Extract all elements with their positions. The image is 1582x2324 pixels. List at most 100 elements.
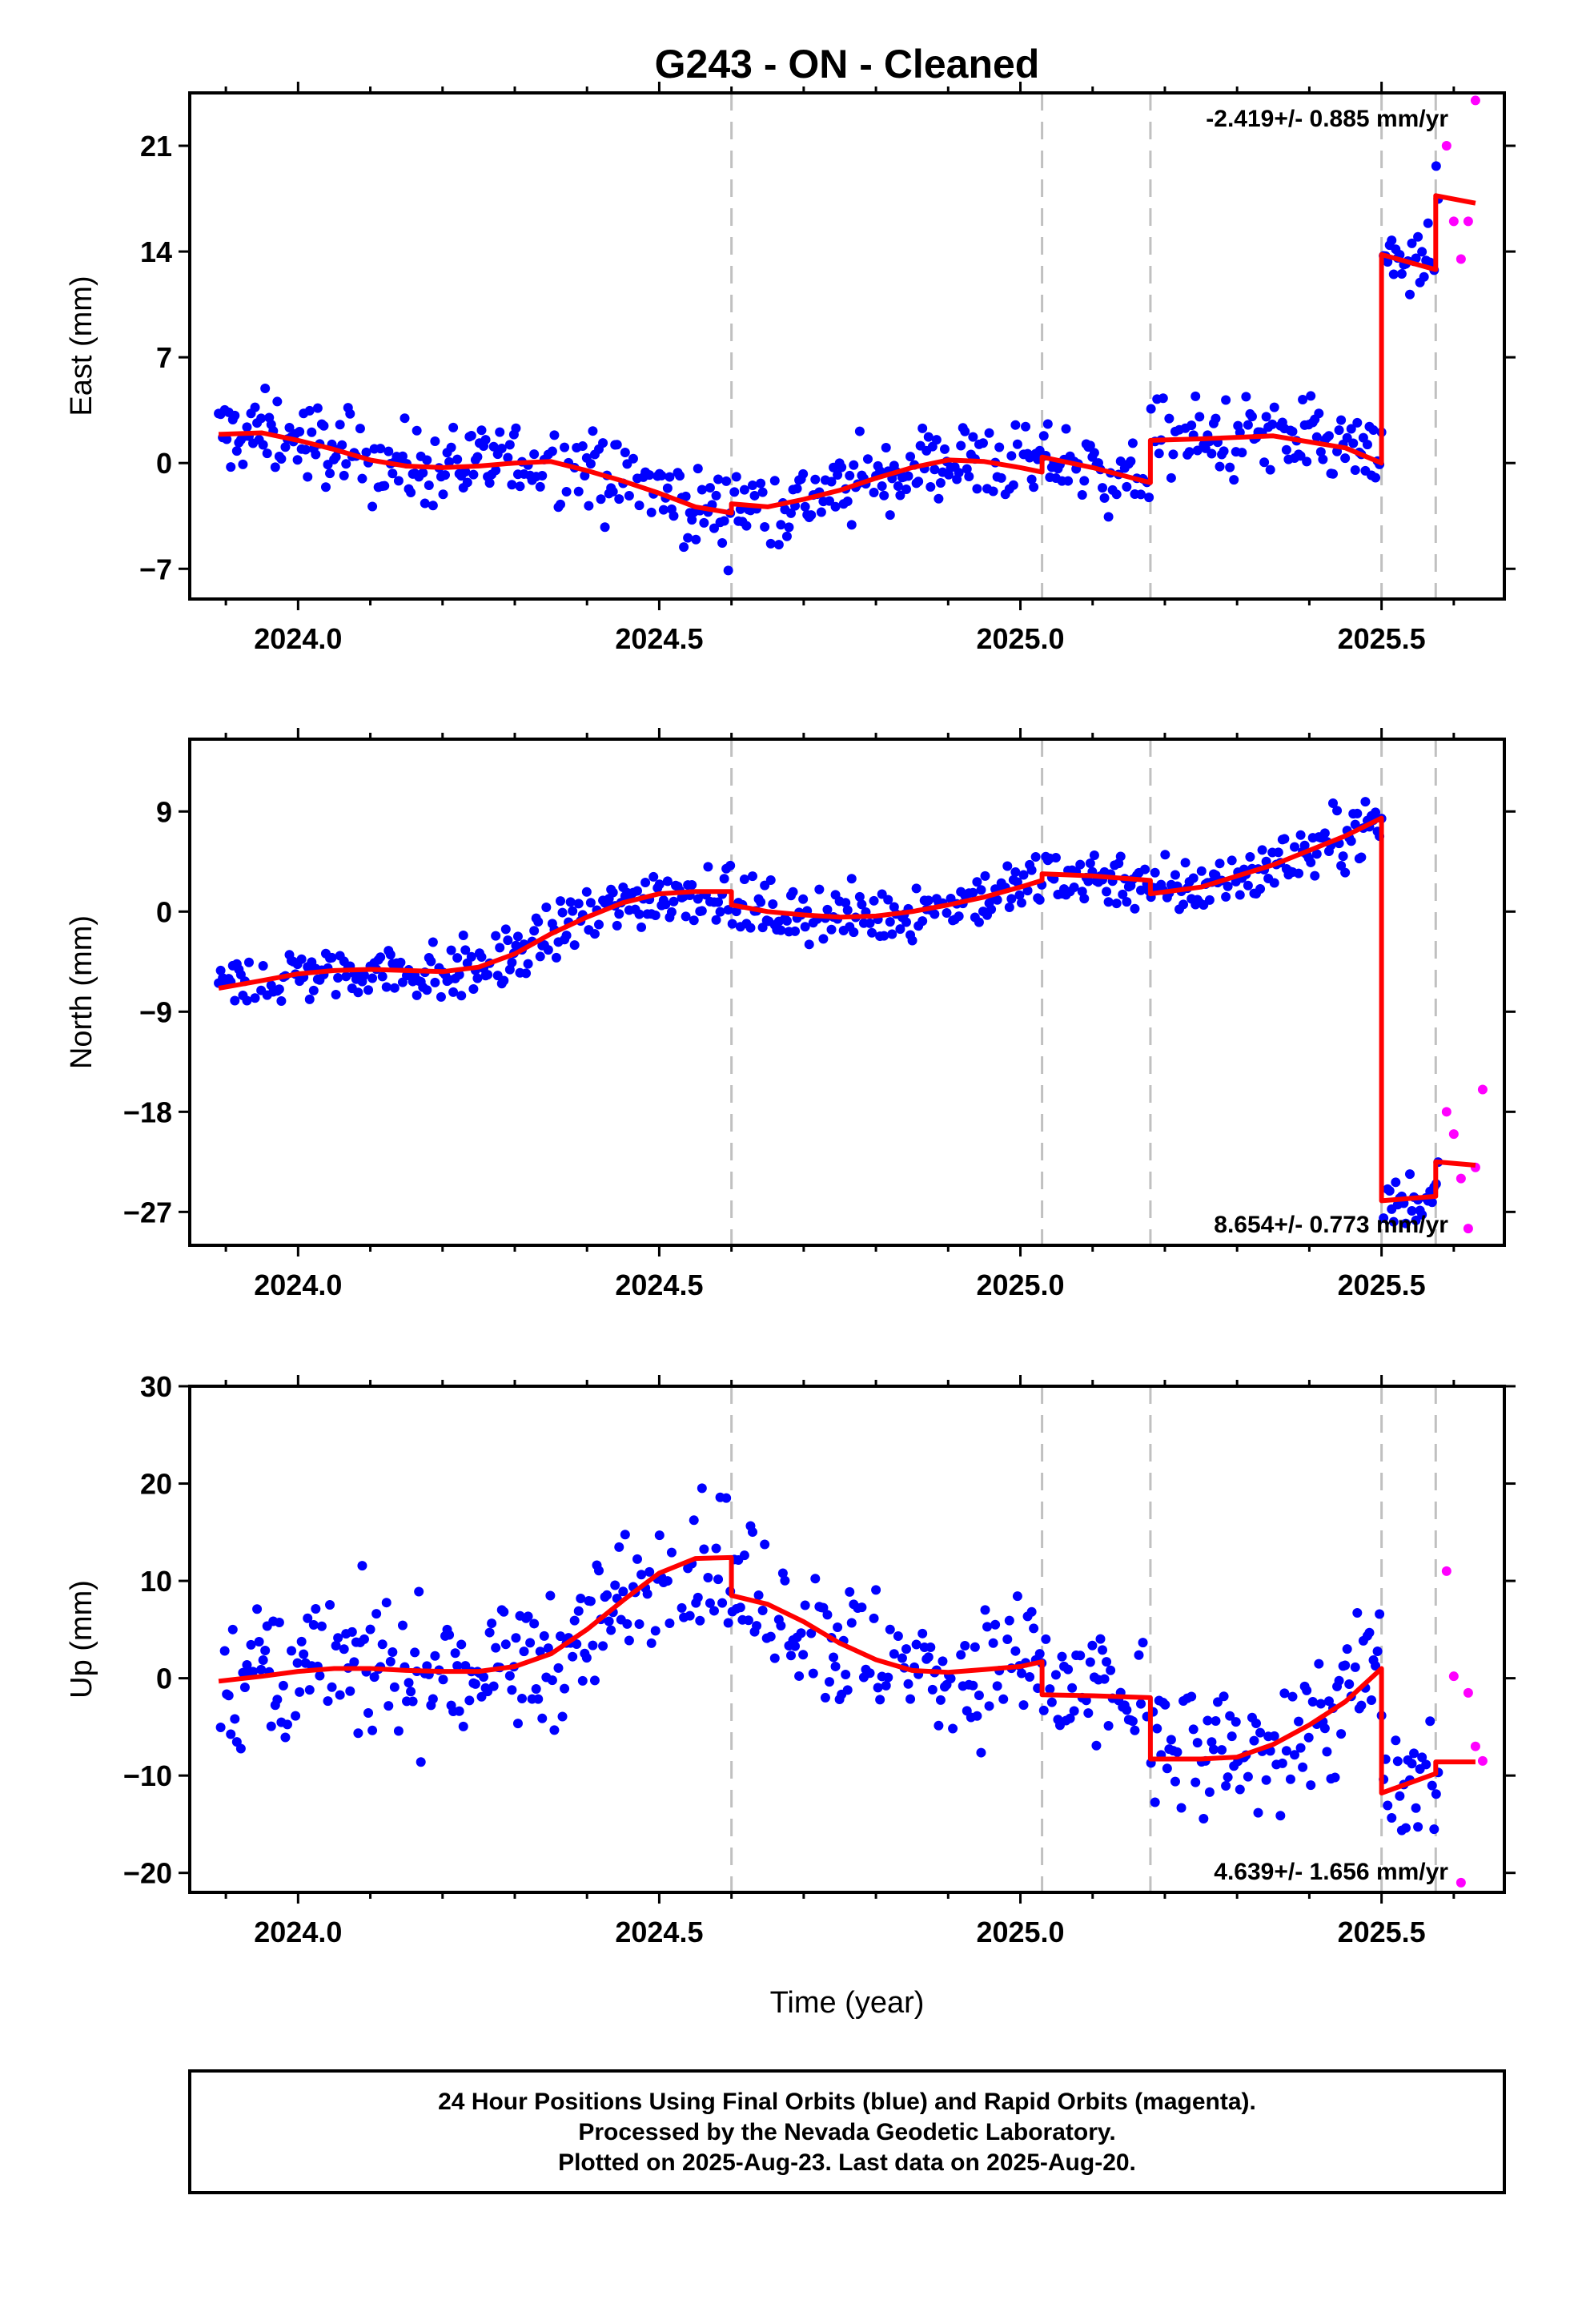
up-final-point — [1172, 1747, 1182, 1757]
east-final-point — [729, 487, 740, 497]
up-x-tick-label: 2024.5 — [615, 1916, 703, 1948]
up-final-point — [798, 1650, 809, 1660]
footer-line-2: Processed by the Nevada Geodetic Laborat… — [578, 2119, 1115, 2145]
up-final-point — [1186, 1691, 1197, 1702]
east-final-point — [845, 470, 855, 480]
up-final-point — [1344, 1679, 1355, 1689]
up-rapid-point — [1470, 1741, 1480, 1751]
up-final-points — [215, 1483, 1443, 1835]
east-frame — [188, 91, 1506, 601]
east-final-point — [1103, 512, 1114, 522]
up-final-point — [703, 1572, 713, 1582]
east-final-point — [675, 471, 685, 481]
up-final-point — [517, 1693, 528, 1703]
north-final-point — [980, 870, 990, 881]
east-final-point — [446, 442, 456, 452]
east-final-point — [549, 430, 560, 440]
up-final-point — [230, 1714, 240, 1724]
up-final-point — [1275, 1811, 1286, 1821]
panels: −7 0 7 14 21 2024.0 2024.5 2025.0 2025.5 East (mm… — [65, 82, 1516, 1948]
up-final-point — [946, 1674, 956, 1684]
up-final-point — [572, 1638, 582, 1649]
x-axis-label: Time (year) — [770, 1986, 925, 2020]
up-final-point — [573, 1606, 584, 1616]
up-final-point — [1221, 1780, 1231, 1791]
up-final-point — [456, 1639, 467, 1650]
up-final-point — [1025, 1671, 1035, 1682]
north-final-point — [1050, 852, 1061, 862]
north-final-point — [243, 957, 254, 967]
up-final-point — [1330, 1772, 1340, 1783]
east-final-point — [656, 470, 667, 480]
east-final-point — [480, 435, 491, 445]
east-final-point — [361, 447, 371, 457]
east-final-point — [258, 440, 268, 450]
east-final-point — [1225, 462, 1235, 472]
up-final-point — [1217, 1745, 1227, 1755]
up-final-point — [885, 1624, 895, 1634]
up-final-point — [1306, 1780, 1316, 1791]
north-final-point — [1170, 870, 1180, 880]
east-final-point — [1063, 476, 1074, 486]
up-final-point — [1392, 1756, 1403, 1767]
north-final-point — [842, 905, 853, 915]
north-final-point — [1279, 834, 1290, 844]
north-final-point — [327, 952, 337, 963]
east-final-point — [311, 449, 321, 460]
north-final-point — [911, 883, 921, 894]
east-final-point — [1038, 431, 1049, 441]
east-final-point — [608, 486, 618, 497]
east-final-point — [584, 501, 594, 511]
up-final-point — [822, 1610, 833, 1620]
up-final-point — [934, 1720, 944, 1731]
up-final-point — [1375, 1609, 1385, 1619]
up-final-point — [1294, 1716, 1304, 1727]
east-final-point — [699, 517, 709, 528]
east-final-point — [495, 427, 505, 437]
east-final-point — [284, 423, 295, 433]
north-final-point — [1014, 890, 1025, 900]
north-final-point — [654, 879, 665, 890]
east-final-point — [1247, 412, 1257, 422]
east-final-point — [1417, 247, 1427, 257]
north-final-point — [1188, 873, 1199, 883]
up-final-point — [841, 1669, 851, 1679]
north-final-point — [512, 931, 523, 942]
up-final-point — [968, 1680, 978, 1691]
east-final-point — [580, 471, 590, 481]
north-final-point — [1299, 840, 1310, 850]
east-final-point — [1350, 464, 1360, 475]
up-final-point — [325, 1599, 335, 1610]
north-final-point — [557, 907, 568, 918]
up-final-point — [1038, 1705, 1049, 1715]
east-final-point — [1425, 257, 1435, 267]
north-final-point — [632, 886, 643, 896]
north-x-tick-label: 2024.5 — [615, 1269, 703, 1301]
north-final-point — [901, 917, 911, 927]
up-x-tick-label: 2025.0 — [976, 1916, 1064, 1948]
up-final-point — [470, 1679, 480, 1689]
east-final-point — [383, 446, 394, 456]
up-final-point — [1091, 1740, 1102, 1751]
east-final-point — [1006, 451, 1017, 461]
up-final-point — [349, 1657, 359, 1667]
east-final-point — [1021, 421, 1031, 432]
north-final-point — [968, 887, 978, 898]
north-final-point — [662, 876, 673, 887]
north-final-point — [363, 985, 374, 995]
up-final-point — [1188, 1724, 1199, 1735]
north-y-tick-label: −18 — [123, 1096, 172, 1128]
up-final-point — [927, 1684, 938, 1695]
east-final-point — [769, 476, 780, 486]
north-final-point — [942, 908, 952, 919]
up-final-point — [1152, 1723, 1162, 1734]
north-final-point — [1340, 867, 1351, 878]
east-final-point — [496, 443, 507, 453]
east-final-point — [397, 451, 408, 461]
north-final-point — [1122, 897, 1132, 907]
up-final-point — [974, 1690, 984, 1700]
east-final-point — [784, 522, 794, 533]
up-final-point — [335, 1690, 345, 1700]
figure-title: G243 - ON - Cleaned — [655, 42, 1040, 86]
up-final-point — [1411, 1803, 1421, 1813]
